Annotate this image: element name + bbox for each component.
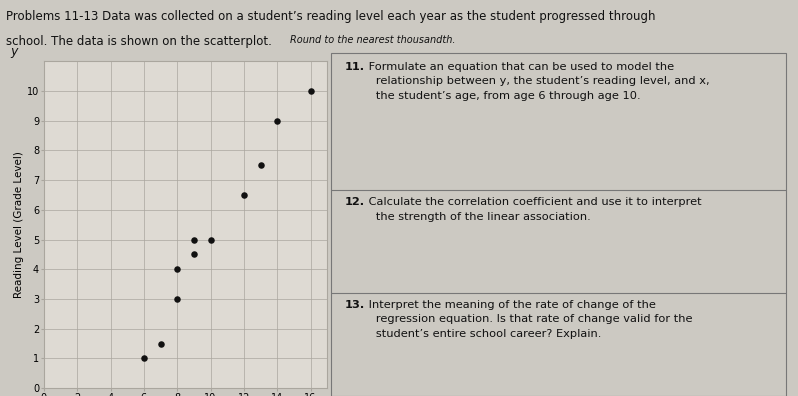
Point <box>271 118 283 124</box>
Point <box>171 296 184 302</box>
Y-axis label: Reading Level (Grade Level): Reading Level (Grade Level) <box>14 151 24 298</box>
Text: school. The data is shown on the scatterplot.: school. The data is shown on the scatter… <box>6 35 276 48</box>
Text: Interpret the meaning of the rate of change of the
   regression equation. Is th: Interpret the meaning of the rate of cha… <box>365 300 693 339</box>
Text: Formulate an equation that can be used to model the
   relationship between y, t: Formulate an equation that can be used t… <box>365 62 710 101</box>
Point <box>154 340 167 347</box>
Point <box>188 251 200 257</box>
Text: Round to the nearest thousandth.: Round to the nearest thousandth. <box>290 35 455 45</box>
Text: Problems 11-13 Data was collected on a student’s reading level each year as the : Problems 11-13 Data was collected on a s… <box>6 10 656 23</box>
Point <box>254 162 267 169</box>
Text: 13.: 13. <box>345 300 365 310</box>
Point <box>204 236 217 243</box>
Text: 11.: 11. <box>345 62 365 72</box>
Text: Calculate the correlation coefficient and use it to interpret
   the strength of: Calculate the correlation coefficient an… <box>365 197 702 222</box>
Point <box>171 266 184 272</box>
Point <box>137 355 150 362</box>
Point <box>238 192 251 198</box>
Point <box>188 236 200 243</box>
Text: y: y <box>10 45 18 58</box>
Point <box>304 88 317 94</box>
Text: 12.: 12. <box>345 197 365 208</box>
